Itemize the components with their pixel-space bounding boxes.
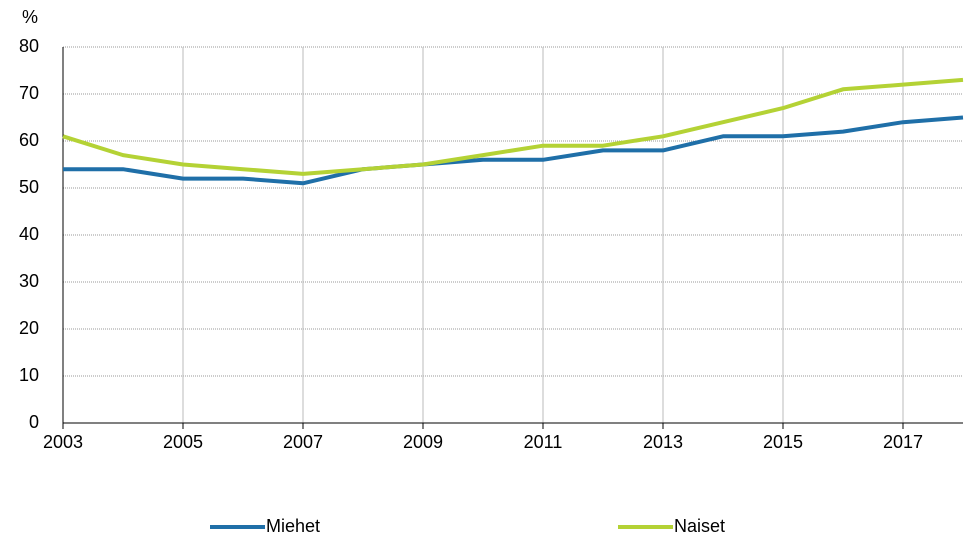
- y-axis-label: %: [22, 7, 38, 27]
- x-tick-label: 2015: [763, 432, 803, 452]
- y-tick-label: 50: [19, 177, 39, 197]
- y-tick-label: 80: [19, 36, 39, 56]
- y-tick-label: 20: [19, 318, 39, 338]
- line: [62, 77, 964, 176]
- line: [63, 115, 964, 186]
- y-tick-label: 60: [19, 130, 39, 150]
- x-tick-label: 2007: [283, 432, 323, 452]
- x-tick-label: 2009: [403, 432, 443, 452]
- x-tick-label: 2013: [643, 432, 683, 452]
- y-tick-label: 40: [19, 224, 39, 244]
- y-tick-label: 70: [19, 83, 39, 103]
- x-tick-label: 2017: [883, 432, 923, 452]
- y-tick-label: 30: [19, 271, 39, 291]
- x-tick-label: 2005: [163, 432, 203, 452]
- legend-label: Miehet: [266, 516, 320, 536]
- x-tick-label: 2003: [43, 432, 83, 452]
- y-tick-label: 0: [29, 412, 39, 432]
- legend-label: Naiset: [674, 516, 725, 536]
- x-tick-label: 2011: [524, 432, 563, 452]
- y-tick-label: 10: [19, 365, 39, 385]
